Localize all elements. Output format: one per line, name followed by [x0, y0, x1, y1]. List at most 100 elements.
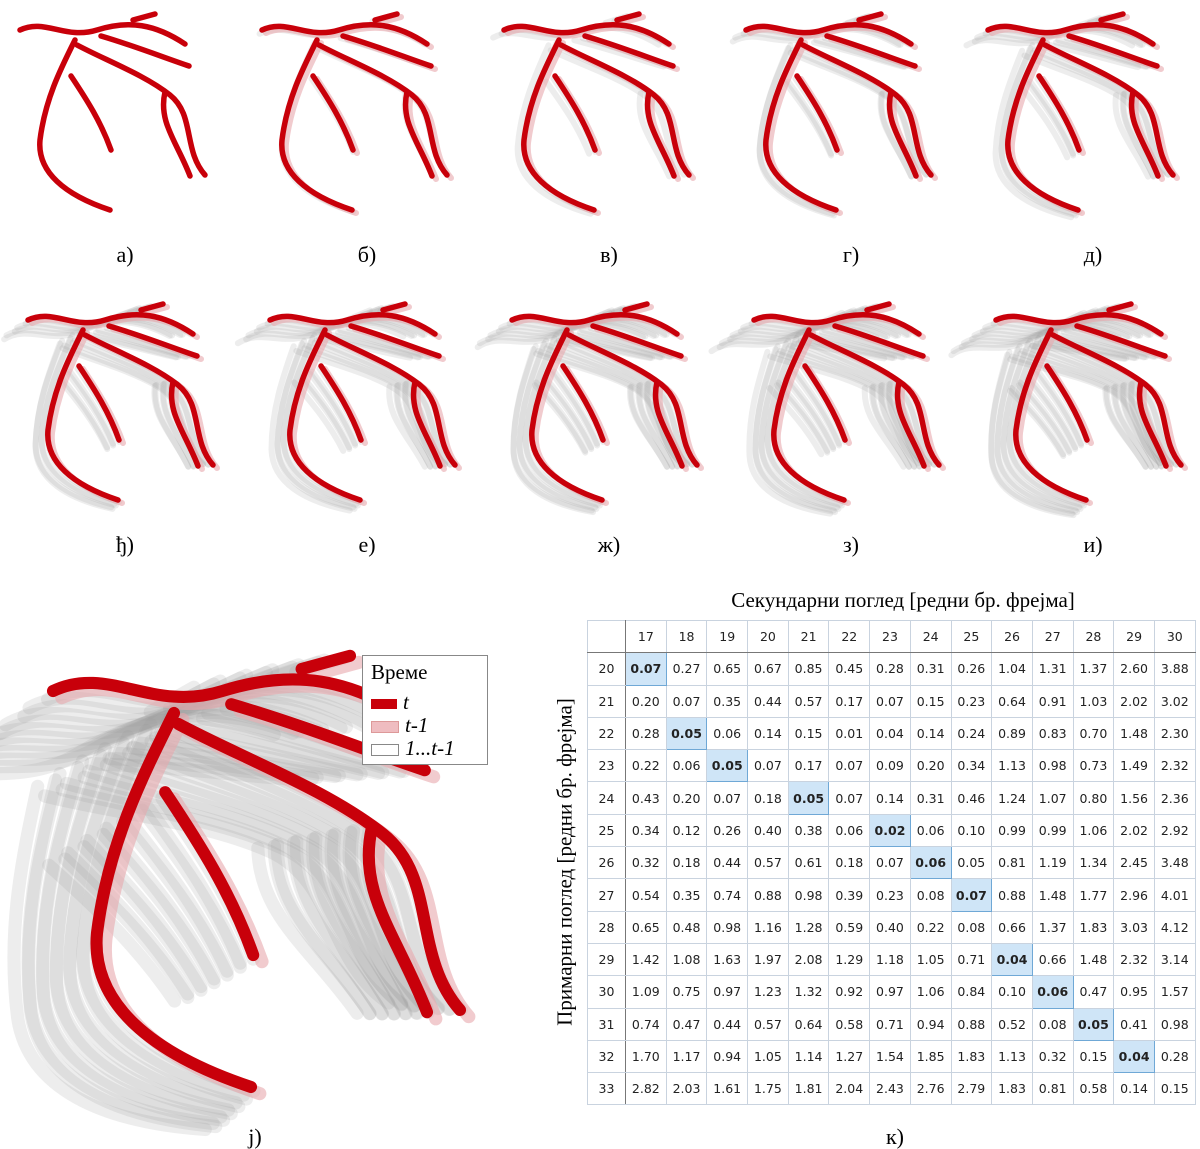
table-cell: 0.97: [707, 976, 748, 1008]
table-cell: 0.88: [951, 1008, 992, 1040]
column-header: 21: [788, 621, 829, 653]
legend-label: 1...t-1: [405, 736, 455, 760]
row-header: 25: [588, 814, 626, 846]
table-cell: 0.05: [951, 847, 992, 879]
table-cell: 0.22: [626, 750, 667, 782]
table-cell: 0.28: [870, 653, 911, 685]
table-cell: 0.15: [910, 685, 951, 717]
table-cell: 2.32: [1154, 750, 1195, 782]
table-cell: 0.81: [992, 847, 1033, 879]
table-cell: 1.48: [1114, 717, 1155, 749]
row-header: 28: [588, 911, 626, 943]
table-cell: 0.44: [748, 685, 789, 717]
caption: и): [1083, 532, 1102, 558]
table-cell: 0.97: [870, 976, 911, 1008]
table-cell: 1.14: [788, 1040, 829, 1072]
table-cell: 0.15: [788, 717, 829, 749]
vessel-tree: [259, 14, 451, 214]
caption: ж): [598, 532, 621, 558]
table-cell: 0.06: [1032, 976, 1073, 1008]
row-axis-label: Примарни поглед [редни бр. фрејма]: [553, 698, 578, 1026]
table-cell: 0.65: [707, 653, 748, 685]
table-cell: 2.08: [788, 943, 829, 975]
table-cell: 0.54: [626, 879, 667, 911]
table-cell: 0.06: [829, 814, 870, 846]
table-cell: 0.44: [707, 847, 748, 879]
table-cell: 2.32: [1114, 943, 1155, 975]
table-cell: 0.07: [707, 782, 748, 814]
table-cell: 0.06: [910, 847, 951, 879]
table-cell: 0.28: [626, 717, 667, 749]
row-header: 30: [588, 976, 626, 1008]
table-cell: 0.14: [748, 717, 789, 749]
table-cell: 0.47: [1073, 976, 1114, 1008]
row-header: 33: [588, 1073, 626, 1105]
table-cell: 0.48: [666, 911, 707, 943]
figure: Време t t-1 1...t-1 j) Секундарни поглед…: [0, 0, 1200, 1149]
table-cell: 3.48: [1154, 847, 1195, 879]
table-cell: 2.96: [1114, 879, 1155, 911]
caption: б): [358, 242, 377, 268]
table-cell: 0.92: [829, 976, 870, 1008]
table-cell: 0.64: [992, 685, 1033, 717]
table-cell: 3.03: [1114, 911, 1155, 943]
table-cell: 1.37: [1032, 911, 1073, 943]
table-cell: 0.23: [951, 685, 992, 717]
table-cell: 0.01: [829, 717, 870, 749]
column-header: 22: [829, 621, 870, 653]
table-cell: 0.06: [910, 814, 951, 846]
table-cell: 1.83: [1073, 911, 1114, 943]
table-cell: 1.08: [666, 943, 707, 975]
table-cell: 0.71: [870, 1008, 911, 1040]
table-cell: 0.31: [910, 782, 951, 814]
table-cell: 0.91: [1032, 685, 1073, 717]
table-cell: 1.70: [626, 1040, 667, 1072]
row-header: 24: [588, 782, 626, 814]
table-cell: 0.34: [951, 750, 992, 782]
table-cell: 0.47: [666, 1008, 707, 1040]
table-cell: 0.06: [707, 717, 748, 749]
table-cell: 1.18: [870, 943, 911, 975]
table-cell: 0.35: [666, 879, 707, 911]
table-cell: 0.10: [992, 976, 1033, 1008]
table-cell: 0.32: [626, 847, 667, 879]
table-cell: 0.04: [992, 943, 1033, 975]
table-cell: 1.17: [666, 1040, 707, 1072]
table-cell: 0.64: [788, 1008, 829, 1040]
table-cell: 0.74: [626, 1008, 667, 1040]
vessel-tree: [732, 14, 935, 221]
table-cell: 0.26: [707, 814, 748, 846]
table-cell: 0.05: [666, 717, 707, 749]
column-header: 30: [1154, 621, 1195, 653]
table-cell: 0.43: [626, 782, 667, 814]
legend-item: t-1: [371, 713, 428, 738]
table-cell: 0.05: [788, 782, 829, 814]
table-cell: 0.71: [951, 943, 992, 975]
table-cell: 2.36: [1154, 782, 1195, 814]
table-cell: 2.45: [1114, 847, 1155, 879]
caption: д): [1084, 242, 1103, 268]
table-cell: 0.07: [951, 879, 992, 911]
table-cell: 0.58: [829, 1008, 870, 1040]
column-header: 25: [951, 621, 992, 653]
row-header: 22: [588, 717, 626, 749]
vessel-tree: [236, 304, 459, 522]
vessel-tree: [709, 304, 943, 529]
table-cell: 0.09: [870, 750, 911, 782]
table-cell: 0.20: [910, 750, 951, 782]
table-cell: 1.34: [1073, 847, 1114, 879]
table-cell: 0.58: [1073, 1073, 1114, 1105]
table-cell: 1.29: [829, 943, 870, 975]
table-cell: 0.07: [829, 750, 870, 782]
table-cell: 0.07: [748, 750, 789, 782]
table-cell: 0.07: [870, 847, 911, 879]
table-cell: 0.23: [870, 879, 911, 911]
legend-label: t: [403, 690, 409, 714]
